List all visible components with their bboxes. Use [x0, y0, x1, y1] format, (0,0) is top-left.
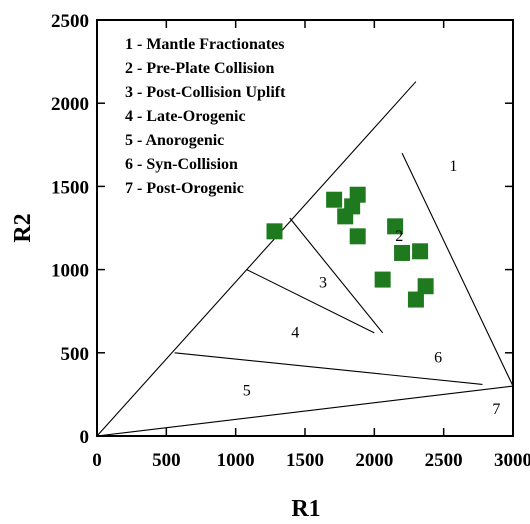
legend-entry: 3 - Post-Collision Uplift: [125, 84, 286, 101]
y-tick-label: 1000: [51, 261, 89, 282]
boundary-line: [96, 81, 417, 437]
region-boundaries: [96, 81, 514, 437]
boundary-line: [289, 217, 384, 334]
data-point: [417, 278, 434, 295]
x-tick-label: 1500: [286, 450, 324, 471]
x-tick-label: 0: [92, 450, 102, 471]
data-point: [349, 186, 366, 203]
x-tick-label: 3000: [494, 450, 530, 471]
legend-entry: 6 - Syn-Collision: [125, 156, 238, 173]
data-point: [394, 244, 411, 261]
data-point: [407, 291, 424, 308]
axes: 0 500 1000 1500 2000 2500 3000 0 500 1000 1500 2000…: [51, 11, 530, 471]
boundary-line: [96, 385, 514, 437]
boundary-line: [401, 152, 514, 387]
x-tick-label: 2500: [425, 450, 463, 471]
data-point: [412, 243, 429, 260]
legend: 1 - Mantle Fractionates 2 - Pre-Plate Col…: [125, 36, 286, 197]
region-labels: 1 2 3 4 5 6 7: [243, 158, 501, 418]
legend-entry: 7 - Post-Orogenic: [125, 180, 244, 197]
region-label: 4: [291, 324, 299, 341]
legend-entry: 5 - Anorogenic: [125, 132, 224, 149]
legend-entry: 4 - Late-Orogenic: [125, 108, 246, 125]
region-label: 1: [449, 158, 457, 175]
boundary-line: [174, 352, 483, 385]
x-tick-label: 2000: [355, 450, 393, 471]
region-label: 2: [395, 228, 403, 245]
y-tick-label: 1500: [51, 177, 89, 198]
data-point: [387, 218, 404, 235]
region-label: 7: [492, 401, 500, 418]
y-tick-label: 0: [80, 427, 90, 448]
boundary-line: [246, 269, 375, 334]
data-points: [266, 186, 434, 308]
region-label: 5: [243, 383, 251, 400]
y-axis-title: R2: [10, 213, 36, 242]
y-tick-label: 2500: [51, 11, 89, 32]
data-point: [349, 228, 366, 245]
y-tick-label: 500: [61, 344, 90, 365]
x-tick-label: 500: [152, 450, 181, 471]
region-label: 3: [319, 274, 327, 291]
legend-entry: 2 - Pre-Plate Collision: [125, 60, 275, 77]
y-tick-label: 2000: [51, 94, 89, 115]
legend-entry: 1 - Mantle Fractionates: [125, 36, 285, 53]
data-point: [266, 223, 283, 240]
plot-frame: [96, 19, 514, 437]
x-axis-title: R1: [291, 496, 320, 522]
data-point: [374, 271, 391, 288]
x-tick-label: 1000: [217, 450, 255, 471]
data-point: [326, 191, 343, 208]
region-label: 6: [434, 349, 442, 366]
